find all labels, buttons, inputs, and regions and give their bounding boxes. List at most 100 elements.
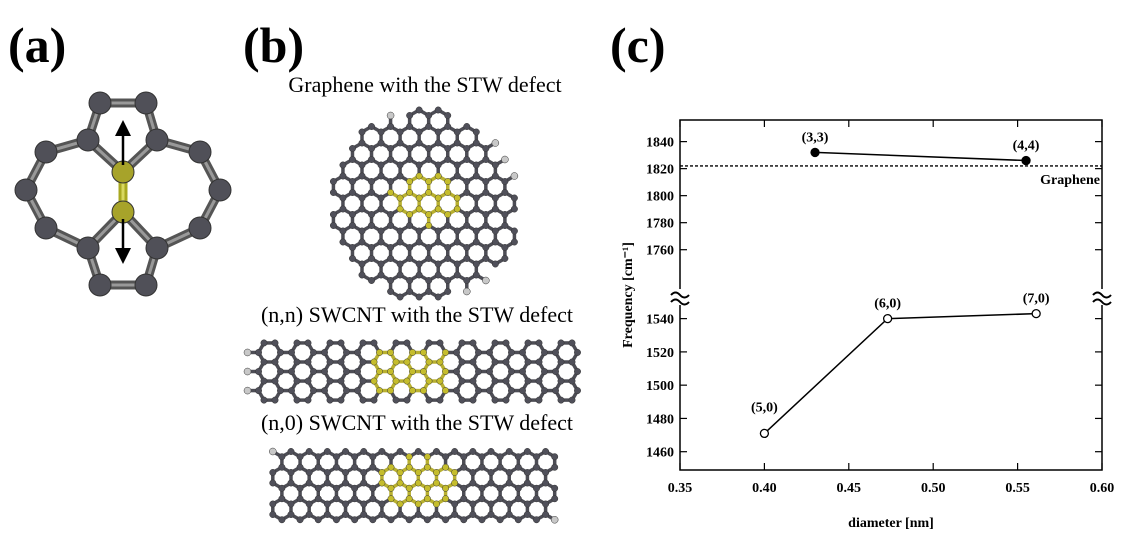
atom bbox=[464, 145, 470, 151]
atom bbox=[574, 368, 580, 374]
atom bbox=[424, 485, 430, 491]
atom bbox=[483, 178, 489, 184]
atom bbox=[492, 162, 498, 168]
atom bbox=[524, 448, 530, 454]
atom bbox=[475, 387, 481, 393]
atom bbox=[502, 211, 508, 217]
arrow-head bbox=[115, 120, 131, 136]
atom bbox=[77, 129, 99, 151]
atom bbox=[333, 517, 339, 523]
atom bbox=[270, 469, 276, 475]
atom bbox=[342, 501, 348, 507]
atom bbox=[425, 288, 431, 294]
atom bbox=[479, 517, 485, 523]
atom bbox=[388, 464, 394, 470]
y-tick-label: 1500 bbox=[646, 379, 674, 394]
atom bbox=[371, 340, 377, 346]
atom bbox=[558, 397, 564, 403]
atom bbox=[415, 511, 421, 517]
atom bbox=[470, 378, 476, 384]
atom bbox=[327, 378, 333, 384]
atom bbox=[433, 511, 439, 517]
atom bbox=[306, 480, 312, 486]
atom bbox=[406, 288, 412, 294]
atom bbox=[387, 123, 393, 129]
atom bbox=[551, 485, 557, 491]
atom bbox=[433, 480, 439, 486]
atom bbox=[461, 464, 467, 470]
atom bbox=[77, 237, 99, 259]
atom bbox=[360, 359, 366, 365]
atom bbox=[558, 340, 564, 346]
atom bbox=[135, 92, 157, 114]
atom bbox=[483, 145, 489, 151]
atom bbox=[416, 173, 422, 179]
atom bbox=[342, 480, 348, 486]
atom bbox=[361, 511, 367, 517]
atom bbox=[442, 517, 448, 523]
atom bbox=[519, 387, 525, 393]
atom bbox=[397, 480, 403, 486]
atom bbox=[473, 228, 479, 234]
atom bbox=[272, 378, 278, 384]
reference-label: Graphene bbox=[1040, 173, 1100, 188]
atom bbox=[379, 511, 385, 517]
atom bbox=[451, 469, 457, 475]
atom bbox=[340, 228, 346, 234]
atom bbox=[406, 454, 412, 460]
atom bbox=[416, 272, 422, 278]
x-tick-label: 0.40 bbox=[752, 481, 777, 496]
atom bbox=[461, 485, 467, 491]
atom bbox=[297, 496, 303, 502]
atom bbox=[330, 178, 336, 184]
atom bbox=[453, 368, 459, 374]
y-tick-label: 1780 bbox=[646, 217, 674, 232]
atom bbox=[359, 173, 365, 179]
atom bbox=[445, 255, 451, 261]
atom bbox=[511, 228, 517, 234]
atom bbox=[552, 368, 558, 374]
atom bbox=[354, 387, 360, 393]
stw-unit bbox=[15, 92, 231, 296]
atom bbox=[368, 156, 374, 162]
atom bbox=[360, 378, 366, 384]
atom bbox=[89, 274, 111, 296]
atom bbox=[424, 454, 430, 460]
atom bbox=[445, 145, 451, 151]
atom bbox=[503, 397, 509, 403]
atom bbox=[551, 454, 557, 460]
atom bbox=[574, 349, 580, 355]
x-tick-label: 0.35 bbox=[668, 481, 693, 496]
atom bbox=[359, 162, 365, 168]
x-tick-label: 0.50 bbox=[921, 481, 946, 496]
atom bbox=[506, 501, 512, 507]
atom bbox=[503, 359, 509, 365]
atom bbox=[406, 112, 412, 118]
atom bbox=[492, 206, 498, 212]
atom bbox=[288, 349, 294, 355]
atom bbox=[393, 397, 399, 403]
atom bbox=[305, 340, 311, 346]
atom bbox=[483, 211, 489, 217]
atom bbox=[445, 156, 451, 162]
atom bbox=[470, 397, 476, 403]
atom bbox=[368, 211, 374, 217]
atom bbox=[435, 261, 441, 267]
atom bbox=[574, 387, 580, 393]
atom bbox=[359, 206, 365, 212]
atom bbox=[209, 179, 231, 201]
atom bbox=[321, 387, 327, 393]
atom bbox=[359, 195, 365, 201]
atom bbox=[35, 141, 57, 163]
atom bbox=[425, 112, 431, 118]
atom bbox=[397, 162, 403, 168]
atom bbox=[453, 349, 459, 355]
atom bbox=[359, 272, 365, 278]
atom bbox=[397, 511, 403, 517]
atom bbox=[409, 349, 415, 355]
atom bbox=[533, 464, 539, 470]
atom bbox=[387, 178, 393, 184]
atom bbox=[425, 277, 431, 283]
x-tick-label: 0.45 bbox=[837, 481, 862, 496]
atom bbox=[387, 255, 393, 261]
